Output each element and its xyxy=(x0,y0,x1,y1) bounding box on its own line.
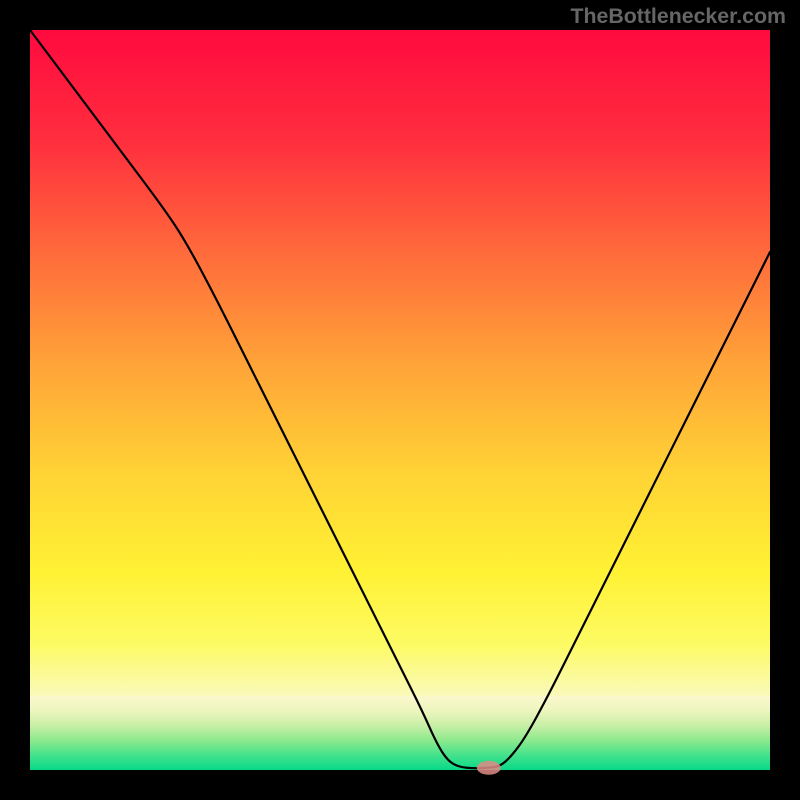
bottleneck-chart: TheBottlenecker.com xyxy=(0,0,800,800)
watermark-label: TheBottlenecker.com xyxy=(570,4,786,29)
chart-svg xyxy=(0,0,800,800)
gradient-background xyxy=(30,30,770,770)
green-band xyxy=(30,696,770,770)
optimal-marker xyxy=(477,761,501,775)
